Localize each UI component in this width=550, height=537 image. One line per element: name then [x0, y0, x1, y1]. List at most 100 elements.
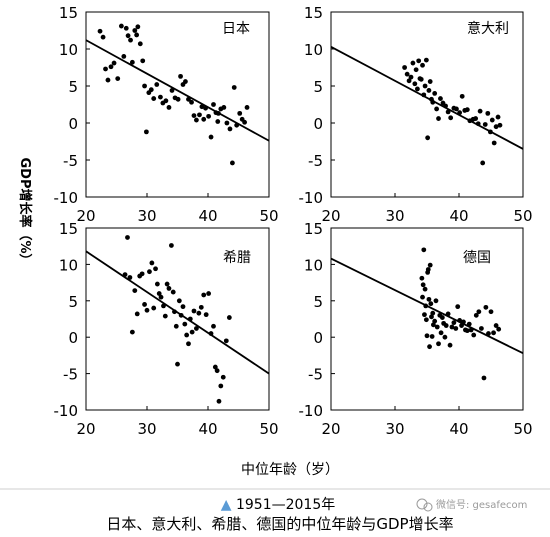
scatter-panel-italy: 意大利 -10 -5 0 5 10 15 20 30 40 50	[299, 4, 533, 225]
data-point-italy	[448, 115, 454, 121]
y-tick-label-japan: 10	[59, 41, 78, 59]
y-axis-title: GDP增长率（%）	[17, 157, 33, 266]
data-point-greece	[198, 304, 204, 310]
data-point-greece	[206, 291, 212, 296]
data-point-italy	[485, 110, 491, 116]
data-point-greece	[191, 308, 197, 314]
x-tick-label-greece: 30	[137, 420, 156, 438]
y-tick-label-germany: -10	[299, 402, 324, 420]
data-point-japan	[148, 87, 154, 93]
x-axis-title: 中位年龄（岁）	[241, 462, 339, 478]
data-point-italy	[413, 67, 419, 73]
data-point-germany	[432, 318, 438, 324]
data-point-germany	[496, 326, 502, 332]
data-point-japan	[142, 83, 147, 89]
data-point-japan	[201, 116, 207, 122]
panel-frame-germany	[330, 227, 524, 411]
data-point-italy	[418, 76, 424, 82]
x-tick-label-italy: 30	[385, 207, 404, 225]
data-point-germany	[483, 304, 489, 310]
data-point-germany	[422, 286, 428, 292]
data-point-italy	[404, 71, 410, 77]
data-point-germany	[420, 282, 426, 288]
data-point-greece	[153, 266, 158, 272]
data-point-greece	[189, 329, 195, 335]
y-tick-label-greece: 5	[68, 293, 78, 311]
data-point-germany	[449, 324, 455, 330]
data-point-germany	[433, 298, 439, 304]
data-point-greece	[216, 398, 222, 404]
data-point-japan	[163, 98, 169, 104]
data-point-italy	[420, 62, 425, 68]
data-point-japan	[211, 102, 216, 107]
data-point-germany	[455, 304, 461, 310]
data-point-italy	[434, 106, 439, 112]
data-point-germany	[491, 330, 496, 336]
data-point-italy	[497, 122, 503, 128]
data-point-germany	[421, 247, 427, 253]
data-point-japan	[100, 34, 106, 40]
x-tick-label-japan: 50	[259, 207, 278, 225]
data-point-italy	[425, 135, 431, 141]
y-tick-label-japan: -5	[63, 152, 78, 170]
data-point-greece	[156, 291, 162, 296]
data-point-greece	[180, 304, 186, 310]
data-point-germany	[420, 294, 425, 300]
x-tick-label-greece: 20	[76, 420, 95, 438]
y-tick-label-germany: 5	[313, 293, 323, 311]
wechat-icon-inner	[423, 502, 433, 512]
data-point-greece	[134, 311, 140, 317]
x-tick-label-italy: 20	[321, 207, 340, 225]
caption-background	[0, 488, 550, 537]
data-point-germany	[453, 326, 459, 331]
data-point-japan	[227, 126, 233, 132]
data-point-italy	[415, 86, 420, 92]
y-tick-label-greece: 15	[59, 220, 78, 238]
data-point-japan	[123, 25, 129, 31]
data-point-greece	[203, 312, 209, 318]
data-point-italy	[459, 93, 465, 99]
data-point-japan	[231, 85, 237, 90]
data-point-greece	[182, 321, 188, 327]
data-point-italy	[482, 122, 488, 127]
data-point-japan	[132, 28, 138, 33]
data-point-japan	[115, 76, 121, 81]
trend-line-germany	[330, 257, 524, 355]
y-tick-label-germany: 15	[304, 220, 323, 238]
y-tick-label-japan: -10	[54, 189, 79, 207]
data-point-germany	[451, 320, 457, 326]
data-point-japan	[134, 32, 140, 38]
x-tick-label-japan: 30	[137, 207, 156, 225]
data-point-japan	[135, 24, 141, 30]
trend-line-greece	[85, 250, 270, 375]
data-point-japan	[108, 64, 114, 70]
data-point-greece	[176, 298, 182, 304]
data-point-germany	[428, 301, 434, 307]
y-tick-label-italy: 0	[313, 115, 323, 133]
data-point-greece	[125, 235, 130, 240]
data-point-italy	[427, 79, 433, 84]
data-point-italy	[410, 60, 416, 66]
caption-triangle-marker: ▲	[221, 497, 232, 513]
data-point-italy	[438, 96, 443, 101]
data-point-italy	[422, 83, 428, 89]
data-point-japan	[189, 99, 194, 105]
data-point-japan	[230, 160, 235, 166]
data-point-greece	[196, 310, 202, 316]
x-tick-label-germany: 50	[513, 420, 532, 438]
data-point-germany	[427, 262, 433, 268]
x-tick-label-germany: 40	[449, 420, 468, 438]
trend-line-japan	[85, 39, 270, 142]
data-point-japan	[197, 112, 202, 118]
data-point-italy	[406, 78, 412, 84]
data-point-germany	[476, 309, 482, 315]
data-point-germany	[438, 330, 444, 336]
panel-frame-italy	[330, 11, 524, 198]
data-point-germany	[427, 344, 432, 350]
data-point-greece	[166, 286, 172, 291]
data-point-italy	[493, 124, 499, 130]
data-point-greece	[158, 294, 164, 300]
data-point-greece	[142, 302, 147, 307]
data-point-japan	[221, 105, 227, 110]
x-tick-label-japan: 40	[198, 207, 217, 225]
